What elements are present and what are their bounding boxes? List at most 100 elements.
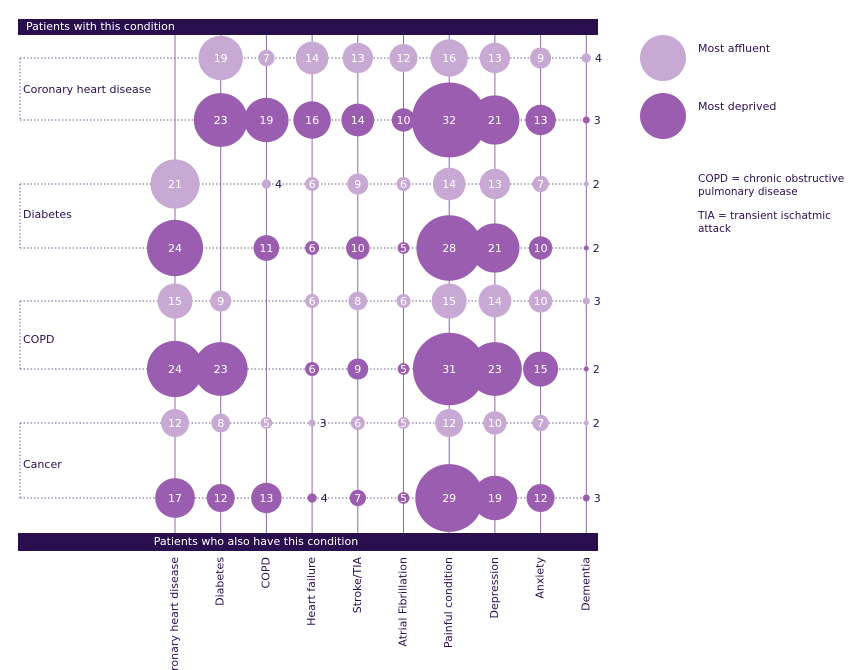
bubble-label: 6 (309, 178, 316, 191)
bubble-label: 9 (354, 363, 361, 376)
bubble-label: 4 (275, 178, 282, 191)
bubble (150, 159, 200, 209)
bubble-label: 15 (534, 363, 548, 376)
bubble-label: 8 (354, 295, 361, 308)
bubble (583, 245, 589, 251)
bubble-label: 16 (305, 114, 319, 127)
bubble-label: 2 (593, 417, 600, 430)
bubble-label: 3 (594, 295, 601, 308)
column-label: Dementia (579, 557, 592, 611)
bubble (397, 242, 410, 254)
bubble (295, 41, 329, 75)
bubble (305, 293, 320, 309)
bubble-label: 5 (263, 417, 270, 430)
note: COPD = chronic obstructive pulmonary dis… (698, 173, 845, 198)
bubble (346, 236, 370, 260)
bubble-label: 15 (168, 295, 182, 308)
bubble (397, 492, 410, 504)
bubble-label: 14 (305, 52, 319, 65)
note: TIA = transient ischatmic attack (698, 210, 831, 235)
bubble (258, 49, 275, 67)
bubble (155, 478, 195, 518)
bubble-label: 6 (400, 178, 407, 191)
bubble (415, 464, 484, 532)
bubble (307, 493, 317, 503)
bubble (389, 43, 418, 73)
bubble (582, 116, 590, 124)
bubble-label: 2 (593, 242, 600, 255)
bubble (582, 297, 590, 305)
bubble-label: 5 (400, 417, 407, 430)
bubble (483, 411, 507, 435)
bubble (211, 413, 231, 433)
bubble (305, 361, 320, 377)
bubble (479, 168, 511, 200)
bubble-label: 16 (442, 52, 456, 65)
bubble-label: 6 (354, 417, 361, 430)
bubble (432, 167, 466, 201)
bubble (397, 363, 410, 375)
legend-swatch (640, 35, 686, 81)
bubble-label: 14 (488, 295, 502, 308)
column-label: Heart failure (305, 557, 318, 626)
bubble (397, 417, 410, 429)
bubble-label: 28 (442, 242, 456, 255)
column-label: Anxiety (534, 557, 547, 599)
bubble-label: 32 (442, 114, 456, 127)
bubble-label: 5 (400, 492, 407, 505)
x-axis-label: Patients who also have this condition (154, 535, 358, 548)
column-label: COPD (259, 557, 272, 588)
bubble (341, 103, 375, 137)
bubble-label: 4 (321, 492, 328, 505)
column-label: Coronary heart disease (168, 557, 181, 670)
bubble-label: 12 (442, 417, 456, 430)
bubble (582, 494, 590, 502)
bubble-label: 31 (442, 363, 456, 376)
bubble (530, 47, 552, 69)
bubble (350, 415, 365, 431)
column-label: Painful condition (442, 557, 455, 648)
bubble-label: 23 (214, 114, 228, 127)
bubble (146, 340, 204, 398)
bubble-label: 12 (397, 52, 411, 65)
bubble-label: 24 (168, 242, 182, 255)
bubble-label: 10 (488, 417, 502, 430)
bubble (198, 35, 243, 81)
bubble-label: 7 (537, 178, 544, 191)
bubble (470, 95, 520, 145)
bubble (412, 332, 486, 406)
bubble-label: 7 (537, 417, 544, 430)
bubble-label: 6 (400, 295, 407, 308)
bubble-label: 3 (594, 492, 601, 505)
legend-label: Most affluent (698, 42, 771, 55)
bubble (348, 291, 368, 311)
bubble (347, 173, 369, 195)
bubble-label: 13 (488, 178, 502, 191)
bubble (396, 293, 411, 309)
bubble-label: 10 (534, 295, 548, 308)
footer-bar (18, 533, 598, 551)
bubble-label: 7 (263, 52, 270, 65)
bubble-label: 24 (168, 363, 182, 376)
column-label: Atrial Fibrillation (397, 557, 410, 647)
bubble-label: 13 (351, 52, 365, 65)
bubble-label: 2 (593, 178, 600, 191)
row-label: Coronary heart disease (23, 83, 151, 96)
bubble-label: 9 (354, 178, 361, 191)
bubble-label: 4 (595, 52, 602, 65)
bubble-label: 7 (354, 492, 361, 505)
bubble (532, 175, 549, 193)
bubble (342, 42, 374, 74)
bubble (431, 283, 467, 319)
bubble-label: 21 (488, 114, 502, 127)
bubble (396, 176, 411, 192)
bubble-label: 21 (168, 178, 182, 191)
bubble (244, 97, 289, 143)
bubble-label: 14 (351, 114, 365, 127)
bubble-label: 6 (309, 242, 316, 255)
bubble (523, 351, 559, 387)
bubble-label: 3 (594, 114, 601, 127)
legend-label: Most deprived (698, 100, 776, 113)
bubble-label: 3 (320, 417, 327, 430)
